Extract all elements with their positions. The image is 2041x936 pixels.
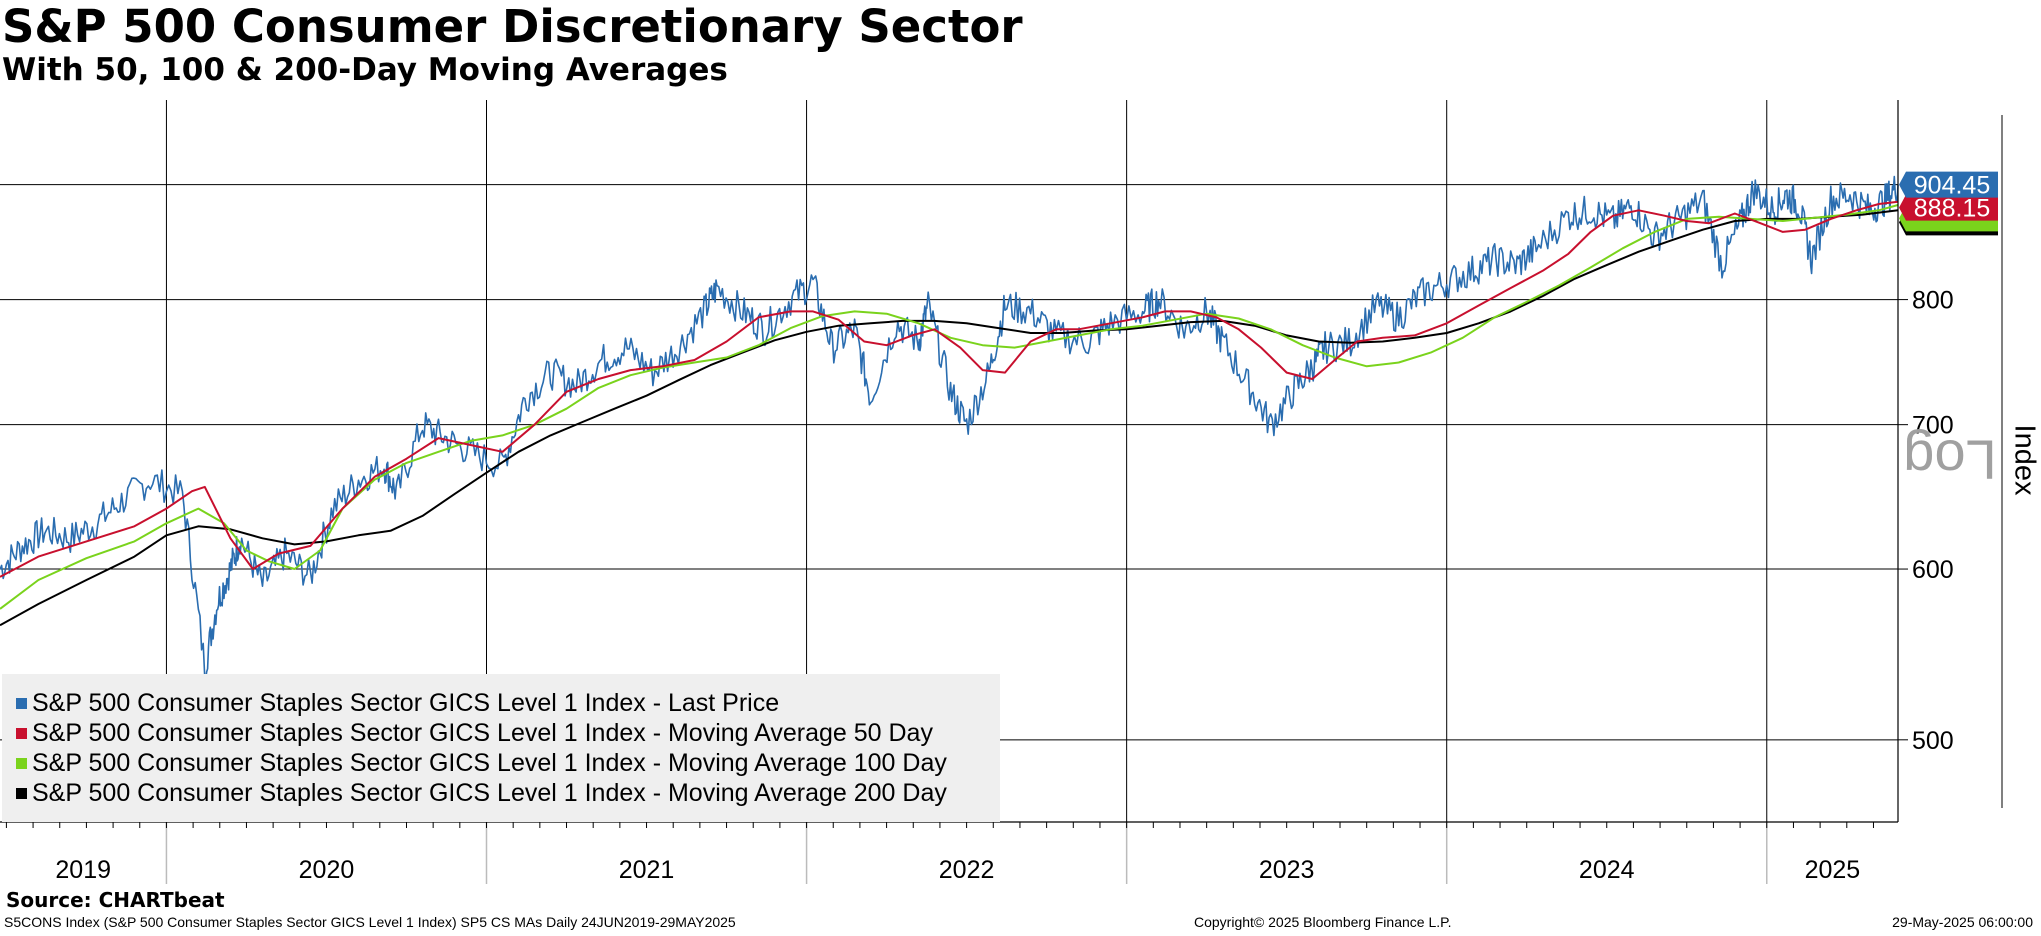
x-tick-label-2021: 2021 xyxy=(619,856,675,884)
series-line-ma200 xyxy=(0,209,1899,627)
series-line-last_price xyxy=(0,175,1899,680)
legend-label-ma100: S&P 500 Consumer Staples Sector GICS Lev… xyxy=(32,748,947,777)
x-tick-label-2025: 2025 xyxy=(1805,856,1861,884)
legend-swatch-last-price xyxy=(16,697,27,709)
legend: S&P 500 Consumer Staples Sector GICS Lev… xyxy=(2,674,1000,822)
series-layer xyxy=(0,175,1899,680)
footer-description: S5CONS Index (S&P 500 Consumer Staples S… xyxy=(4,914,736,930)
log-scale-label: Log xyxy=(1903,428,1997,492)
legend-label-ma50: S&P 500 Consumer Staples Sector GICS Lev… xyxy=(32,718,933,747)
axis-layer: 500 600 700 800 2019 2020 2021 2022 2023 2024 2025 xyxy=(0,100,2003,884)
x-tick-label-2022: 2022 xyxy=(939,856,995,884)
legend-item-ma100: S&P 500 Consumer Staples Sector GICS Lev… xyxy=(2,748,1000,778)
series-line-ma50 xyxy=(0,200,1899,578)
legend-item-last-price: S&P 500 Consumer Staples Sector GICS Lev… xyxy=(2,688,1000,718)
x-tick-label-2020: 2020 xyxy=(299,856,355,884)
x-tick-label-2024: 2024 xyxy=(1579,856,1635,884)
value-badge-label-ma50: 888.15 xyxy=(1914,195,1990,223)
chart-subtitle: With 50, 100 & 200-Day Moving Averages xyxy=(2,52,728,88)
chart-title: S&P 500 Consumer Discretionary Sector xyxy=(2,0,1023,53)
value-badge-ma50 xyxy=(1899,194,1998,221)
legend-swatch-ma50 xyxy=(16,727,27,739)
footer-timestamp: 29-May-2025 06:00:00 xyxy=(1892,914,2033,930)
legend-label-last-price: S&P 500 Consumer Staples Sector GICS Lev… xyxy=(32,688,780,717)
y-tick-label-700: 700 xyxy=(1912,412,1954,440)
x-tick-label-2019: 2019 xyxy=(55,856,111,884)
source-note: Source: CHARTbeat xyxy=(6,888,225,912)
y-tick-label-600: 600 xyxy=(1912,556,1954,584)
legend-item-ma200: S&P 500 Consumer Staples Sector GICS Lev… xyxy=(2,778,1000,808)
y-tick-label-500: 500 xyxy=(1912,727,1954,755)
y-axis-label: Index xyxy=(2008,424,2041,496)
legend-swatch-ma200 xyxy=(16,787,27,799)
x-tick-label-2023: 2023 xyxy=(1259,856,1315,884)
legend-label-ma200: S&P 500 Consumer Staples Sector GICS Lev… xyxy=(32,778,947,807)
footer-copyright: Copyright© 2025 Bloomberg Finance L.P. xyxy=(1194,914,1452,930)
legend-item-ma50: S&P 500 Consumer Staples Sector GICS Lev… xyxy=(2,718,1000,748)
series-line-ma100 xyxy=(0,204,1899,610)
value-badge-last_price xyxy=(1899,171,1998,198)
legend-swatch-ma100 xyxy=(16,757,27,769)
value-badge-label-last_price: 904.45 xyxy=(1914,172,1990,200)
y-tick-label-800: 800 xyxy=(1912,287,1954,315)
